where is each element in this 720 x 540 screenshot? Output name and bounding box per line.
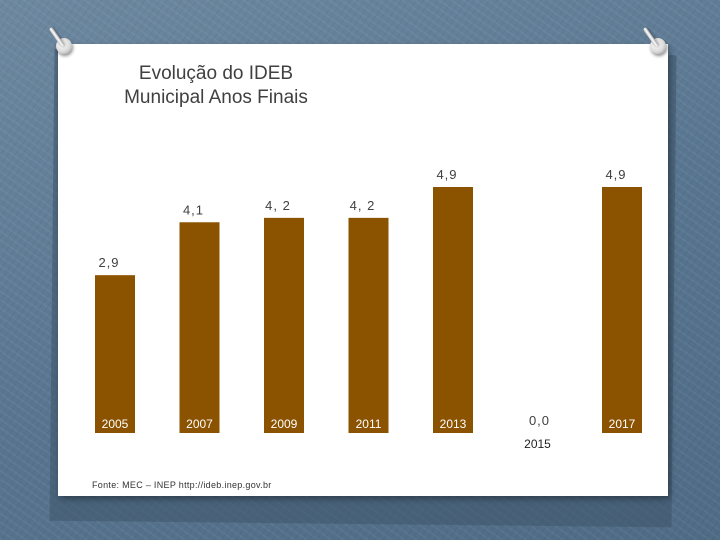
data-label-2005: 2,9	[98, 255, 119, 270]
x-tick-label-2007: 2007	[186, 417, 213, 431]
title-line-1: Evolução do IDEB	[138, 63, 294, 84]
source-note: Fonte: MEC – INEP http://ideb.inep.gov.b…	[92, 480, 272, 490]
bar-2005	[95, 275, 135, 403]
bar-2017	[602, 187, 642, 403]
pin-icon	[650, 38, 666, 54]
bar-base-2005	[95, 403, 135, 433]
title-line-2: Municipal Anos Finais	[124, 87, 308, 108]
data-label-2007: 4,1	[183, 202, 204, 217]
chart-title: Evolução do IDEB Municipal Anos Finais	[58, 62, 374, 110]
x-tick-label-2017: 2017	[609, 417, 636, 431]
bar-base-2011	[348, 403, 389, 433]
x-tick-label-2015: 2015	[524, 437, 551, 451]
x-tick-label-2013: 2013	[440, 417, 467, 431]
data-label-2017: 4,9	[605, 167, 626, 182]
bar-2013	[433, 187, 473, 403]
x-tick-label-2011: 2011	[356, 417, 382, 431]
x-tick-label-2009: 2009	[271, 417, 298, 431]
bar-base-2007	[179, 403, 220, 433]
bar-2009	[264, 217, 304, 403]
data-label-2015: 0,0	[529, 413, 550, 428]
data-label-2013: 4,9	[436, 167, 457, 182]
bar-2011	[348, 217, 389, 403]
data-label-2009: 4, 2	[265, 198, 291, 213]
bar-base-2017	[602, 403, 642, 433]
bar-base-2009	[264, 403, 304, 433]
bar-base-2013	[433, 403, 473, 433]
pin-icon	[56, 38, 72, 54]
x-tick-label-2005: 2005	[102, 417, 129, 431]
bar-2007	[179, 222, 220, 403]
data-label-2011: 4, 2	[350, 198, 376, 213]
